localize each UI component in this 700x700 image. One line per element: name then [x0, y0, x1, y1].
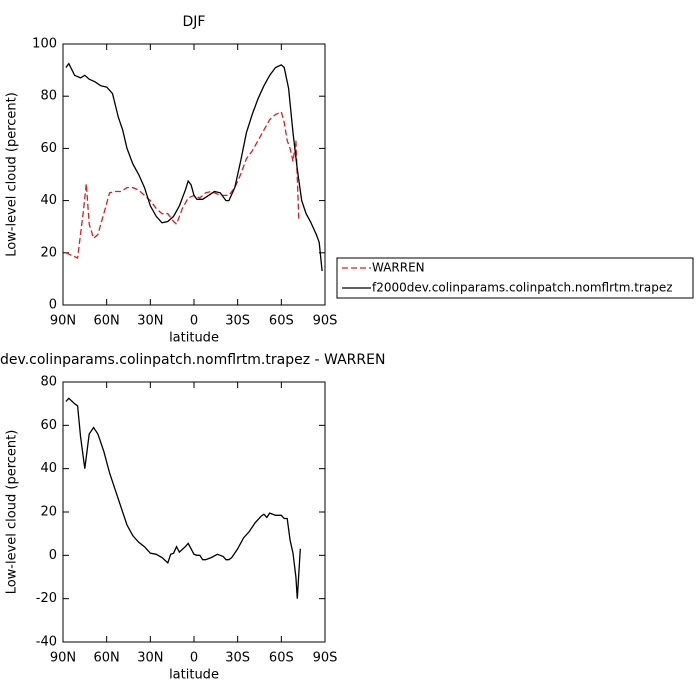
y-tick-label: 20: [40, 505, 57, 520]
x-tick-label: 60S: [269, 651, 294, 666]
y-tick-label: -40: [36, 635, 57, 650]
y-axis-label: Low-level cloud (percent): [5, 430, 20, 595]
x-tick-label: 30N: [137, 651, 163, 666]
y-tick-label: 80: [40, 89, 57, 104]
x-tick-label: 30S: [225, 651, 250, 666]
x-tick-label: 30S: [225, 314, 250, 329]
y-tick-label: -20: [36, 591, 57, 606]
y-axis-label: Low-level cloud (percent): [5, 92, 20, 257]
y-tick-label: 60: [40, 418, 57, 433]
y-tick-label: 0: [49, 298, 57, 313]
y-tick-label: 40: [40, 461, 57, 476]
x-tick-label: 60N: [94, 314, 120, 329]
y-tick-label: 80: [40, 375, 57, 390]
x-tick-label: 0: [190, 314, 198, 329]
data-line: [65, 397, 301, 599]
legend: WARREN f2000dev.colinparams.colinpatch.no…: [336, 257, 694, 299]
x-tick-label: 0: [190, 651, 198, 666]
chart-title: DJF: [183, 14, 206, 30]
legend-label: WARREN: [372, 261, 425, 275]
x-axis-label: latitude: [169, 331, 219, 346]
y-tick-label: 0: [49, 548, 57, 563]
x-axis-label: latitude: [169, 668, 219, 683]
legend-label: f2000dev.colinparams.colinpatch.nomflrtm…: [372, 281, 673, 295]
legend-box: [336, 257, 694, 299]
x-tick-label: 60S: [269, 314, 294, 329]
chart-title: dev.colinparams.colinpatch.nomflrtm.trap…: [0, 352, 385, 368]
data-line: [65, 62, 323, 272]
x-tick-label: 90S: [313, 314, 338, 329]
x-tick-label: 90S: [313, 651, 338, 666]
plot-frame: [62, 43, 326, 306]
plot-frame: [62, 381, 326, 643]
y-tick-label: 40: [40, 193, 57, 208]
x-tick-label: 90N: [50, 651, 76, 666]
y-tick-label: 20: [40, 245, 57, 260]
y-tick-label: 60: [40, 141, 57, 156]
data-line: [65, 110, 300, 259]
x-tick-label: 30N: [137, 314, 163, 329]
x-tick-label: 60N: [94, 651, 120, 666]
x-tick-label: 90N: [50, 314, 76, 329]
y-tick-label: 100: [32, 37, 57, 52]
